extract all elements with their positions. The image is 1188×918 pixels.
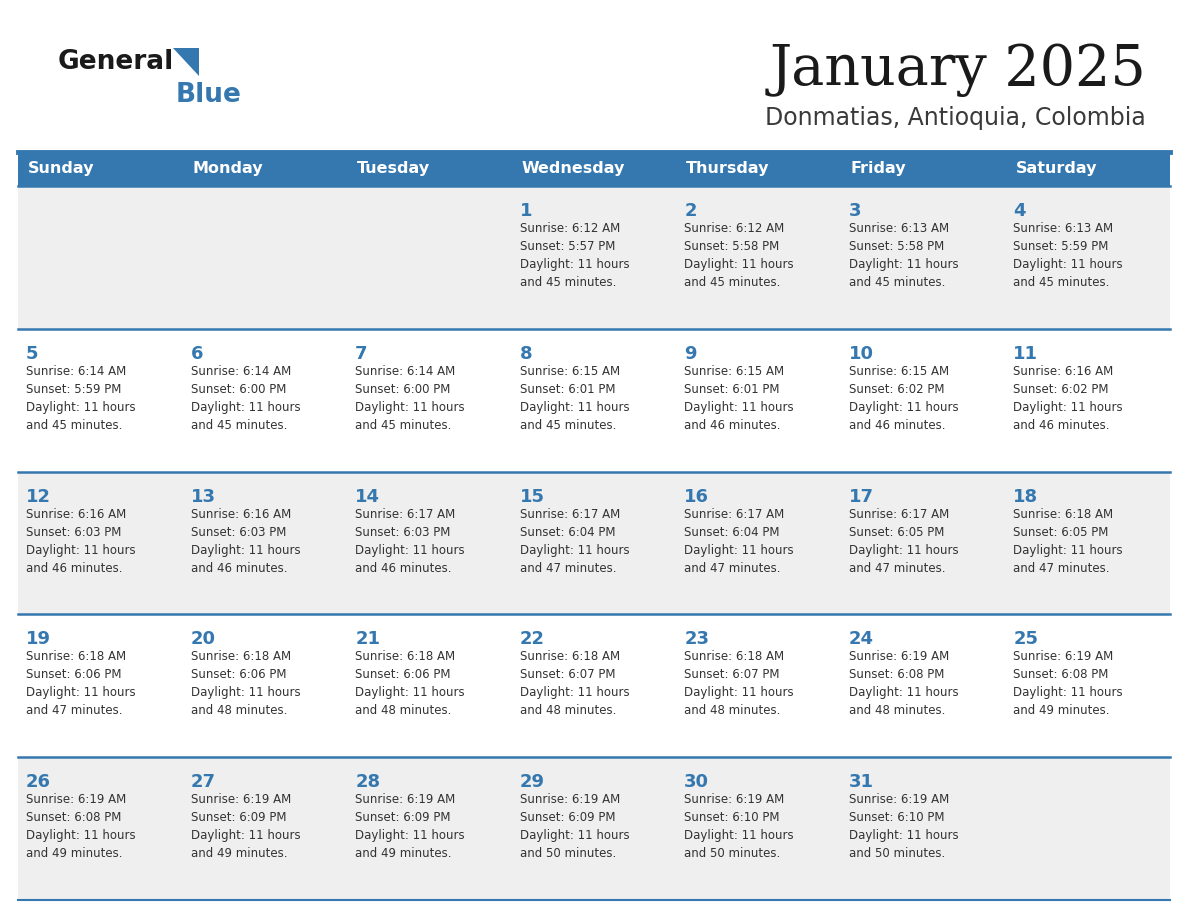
Text: 29: 29 xyxy=(519,773,545,791)
FancyBboxPatch shape xyxy=(18,152,1170,186)
Text: Sunrise: 6:15 AM
Sunset: 6:01 PM
Daylight: 11 hours
and 46 minutes.: Sunrise: 6:15 AM Sunset: 6:01 PM Dayligh… xyxy=(684,364,794,431)
Text: 31: 31 xyxy=(849,773,874,791)
Text: 13: 13 xyxy=(190,487,215,506)
Text: 3: 3 xyxy=(849,202,861,220)
Text: 8: 8 xyxy=(519,345,532,363)
Text: Sunrise: 6:18 AM
Sunset: 6:07 PM
Daylight: 11 hours
and 48 minutes.: Sunrise: 6:18 AM Sunset: 6:07 PM Dayligh… xyxy=(684,650,794,717)
Text: Monday: Monday xyxy=(192,162,264,176)
Text: 27: 27 xyxy=(190,773,215,791)
Text: 16: 16 xyxy=(684,487,709,506)
Text: 21: 21 xyxy=(355,631,380,648)
Text: Sunrise: 6:12 AM
Sunset: 5:57 PM
Daylight: 11 hours
and 45 minutes.: Sunrise: 6:12 AM Sunset: 5:57 PM Dayligh… xyxy=(519,222,630,289)
Text: Saturday: Saturday xyxy=(1016,162,1097,176)
Text: Sunrise: 6:18 AM
Sunset: 6:07 PM
Daylight: 11 hours
and 48 minutes.: Sunrise: 6:18 AM Sunset: 6:07 PM Dayligh… xyxy=(519,650,630,717)
Text: Wednesday: Wednesday xyxy=(522,162,625,176)
Text: Sunrise: 6:16 AM
Sunset: 6:03 PM
Daylight: 11 hours
and 46 minutes.: Sunrise: 6:16 AM Sunset: 6:03 PM Dayligh… xyxy=(26,508,135,575)
Text: Tuesday: Tuesday xyxy=(358,162,430,176)
Text: Donmatias, Antioquia, Colombia: Donmatias, Antioquia, Colombia xyxy=(765,106,1146,130)
Text: 26: 26 xyxy=(26,773,51,791)
Text: Sunrise: 6:17 AM
Sunset: 6:03 PM
Daylight: 11 hours
and 46 minutes.: Sunrise: 6:17 AM Sunset: 6:03 PM Dayligh… xyxy=(355,508,465,575)
Text: Sunrise: 6:19 AM
Sunset: 6:09 PM
Daylight: 11 hours
and 50 minutes.: Sunrise: 6:19 AM Sunset: 6:09 PM Dayligh… xyxy=(519,793,630,860)
Text: Sunrise: 6:19 AM
Sunset: 6:08 PM
Daylight: 11 hours
and 48 minutes.: Sunrise: 6:19 AM Sunset: 6:08 PM Dayligh… xyxy=(849,650,959,717)
Text: Sunrise: 6:16 AM
Sunset: 6:02 PM
Daylight: 11 hours
and 46 minutes.: Sunrise: 6:16 AM Sunset: 6:02 PM Dayligh… xyxy=(1013,364,1123,431)
Text: 2: 2 xyxy=(684,202,697,220)
Text: 6: 6 xyxy=(190,345,203,363)
Text: 18: 18 xyxy=(1013,487,1038,506)
Polygon shape xyxy=(173,48,200,76)
Text: Sunrise: 6:15 AM
Sunset: 6:01 PM
Daylight: 11 hours
and 45 minutes.: Sunrise: 6:15 AM Sunset: 6:01 PM Dayligh… xyxy=(519,364,630,431)
Text: Blue: Blue xyxy=(176,82,242,108)
Text: 24: 24 xyxy=(849,631,874,648)
Text: Sunrise: 6:19 AM
Sunset: 6:10 PM
Daylight: 11 hours
and 50 minutes.: Sunrise: 6:19 AM Sunset: 6:10 PM Dayligh… xyxy=(849,793,959,860)
FancyBboxPatch shape xyxy=(18,329,1170,472)
FancyBboxPatch shape xyxy=(18,186,1170,329)
FancyBboxPatch shape xyxy=(18,757,1170,900)
Text: Sunrise: 6:15 AM
Sunset: 6:02 PM
Daylight: 11 hours
and 46 minutes.: Sunrise: 6:15 AM Sunset: 6:02 PM Dayligh… xyxy=(849,364,959,431)
Text: Sunrise: 6:18 AM
Sunset: 6:06 PM
Daylight: 11 hours
and 47 minutes.: Sunrise: 6:18 AM Sunset: 6:06 PM Dayligh… xyxy=(26,650,135,717)
Text: Sunrise: 6:13 AM
Sunset: 5:59 PM
Daylight: 11 hours
and 45 minutes.: Sunrise: 6:13 AM Sunset: 5:59 PM Dayligh… xyxy=(1013,222,1123,289)
Text: Sunrise: 6:17 AM
Sunset: 6:05 PM
Daylight: 11 hours
and 47 minutes.: Sunrise: 6:17 AM Sunset: 6:05 PM Dayligh… xyxy=(849,508,959,575)
Text: Sunrise: 6:12 AM
Sunset: 5:58 PM
Daylight: 11 hours
and 45 minutes.: Sunrise: 6:12 AM Sunset: 5:58 PM Dayligh… xyxy=(684,222,794,289)
Text: Sunrise: 6:18 AM
Sunset: 6:06 PM
Daylight: 11 hours
and 48 minutes.: Sunrise: 6:18 AM Sunset: 6:06 PM Dayligh… xyxy=(190,650,301,717)
Text: 28: 28 xyxy=(355,773,380,791)
Text: 23: 23 xyxy=(684,631,709,648)
Text: 11: 11 xyxy=(1013,345,1038,363)
Text: Sunrise: 6:18 AM
Sunset: 6:05 PM
Daylight: 11 hours
and 47 minutes.: Sunrise: 6:18 AM Sunset: 6:05 PM Dayligh… xyxy=(1013,508,1123,575)
FancyBboxPatch shape xyxy=(18,472,1170,614)
Text: Sunrise: 6:18 AM
Sunset: 6:06 PM
Daylight: 11 hours
and 48 minutes.: Sunrise: 6:18 AM Sunset: 6:06 PM Dayligh… xyxy=(355,650,465,717)
Text: Sunrise: 6:16 AM
Sunset: 6:03 PM
Daylight: 11 hours
and 46 minutes.: Sunrise: 6:16 AM Sunset: 6:03 PM Dayligh… xyxy=(190,508,301,575)
Text: Sunrise: 6:14 AM
Sunset: 5:59 PM
Daylight: 11 hours
and 45 minutes.: Sunrise: 6:14 AM Sunset: 5:59 PM Dayligh… xyxy=(26,364,135,431)
Text: 10: 10 xyxy=(849,345,874,363)
Text: Friday: Friday xyxy=(851,162,906,176)
Text: 22: 22 xyxy=(519,631,545,648)
Text: 5: 5 xyxy=(26,345,38,363)
Text: Sunrise: 6:19 AM
Sunset: 6:09 PM
Daylight: 11 hours
and 49 minutes.: Sunrise: 6:19 AM Sunset: 6:09 PM Dayligh… xyxy=(355,793,465,860)
Text: January 2025: January 2025 xyxy=(770,42,1146,97)
Text: 9: 9 xyxy=(684,345,697,363)
FancyBboxPatch shape xyxy=(18,614,1170,757)
Text: 25: 25 xyxy=(1013,631,1038,648)
Text: Sunday: Sunday xyxy=(29,162,95,176)
Text: 30: 30 xyxy=(684,773,709,791)
Text: 14: 14 xyxy=(355,487,380,506)
Text: 7: 7 xyxy=(355,345,367,363)
Text: 4: 4 xyxy=(1013,202,1026,220)
Text: 20: 20 xyxy=(190,631,215,648)
Text: 15: 15 xyxy=(519,487,545,506)
Text: 19: 19 xyxy=(26,631,51,648)
Text: Sunrise: 6:19 AM
Sunset: 6:08 PM
Daylight: 11 hours
and 49 minutes.: Sunrise: 6:19 AM Sunset: 6:08 PM Dayligh… xyxy=(1013,650,1123,717)
Text: Sunrise: 6:19 AM
Sunset: 6:10 PM
Daylight: 11 hours
and 50 minutes.: Sunrise: 6:19 AM Sunset: 6:10 PM Dayligh… xyxy=(684,793,794,860)
Text: 17: 17 xyxy=(849,487,874,506)
Text: 1: 1 xyxy=(519,202,532,220)
Text: Sunrise: 6:19 AM
Sunset: 6:08 PM
Daylight: 11 hours
and 49 minutes.: Sunrise: 6:19 AM Sunset: 6:08 PM Dayligh… xyxy=(26,793,135,860)
Text: Sunrise: 6:14 AM
Sunset: 6:00 PM
Daylight: 11 hours
and 45 minutes.: Sunrise: 6:14 AM Sunset: 6:00 PM Dayligh… xyxy=(190,364,301,431)
Text: Sunrise: 6:19 AM
Sunset: 6:09 PM
Daylight: 11 hours
and 49 minutes.: Sunrise: 6:19 AM Sunset: 6:09 PM Dayligh… xyxy=(190,793,301,860)
Text: Sunrise: 6:13 AM
Sunset: 5:58 PM
Daylight: 11 hours
and 45 minutes.: Sunrise: 6:13 AM Sunset: 5:58 PM Dayligh… xyxy=(849,222,959,289)
Text: Sunrise: 6:14 AM
Sunset: 6:00 PM
Daylight: 11 hours
and 45 minutes.: Sunrise: 6:14 AM Sunset: 6:00 PM Dayligh… xyxy=(355,364,465,431)
Text: Sunrise: 6:17 AM
Sunset: 6:04 PM
Daylight: 11 hours
and 47 minutes.: Sunrise: 6:17 AM Sunset: 6:04 PM Dayligh… xyxy=(519,508,630,575)
Text: General: General xyxy=(58,49,175,75)
Text: 12: 12 xyxy=(26,487,51,506)
Text: Sunrise: 6:17 AM
Sunset: 6:04 PM
Daylight: 11 hours
and 47 minutes.: Sunrise: 6:17 AM Sunset: 6:04 PM Dayligh… xyxy=(684,508,794,575)
Text: Thursday: Thursday xyxy=(687,162,770,176)
